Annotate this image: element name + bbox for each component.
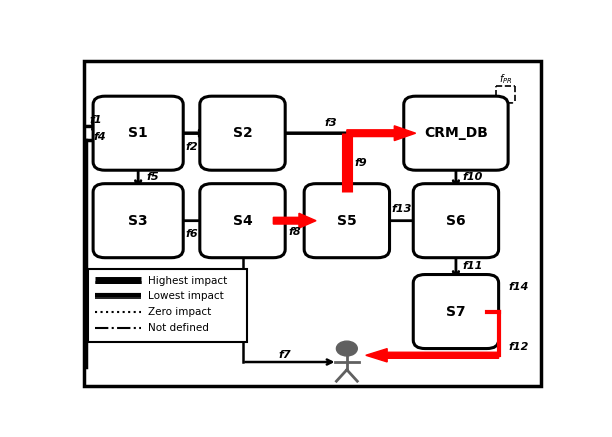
FancyBboxPatch shape [200, 96, 285, 170]
Text: f8: f8 [288, 228, 301, 237]
Text: f6: f6 [185, 229, 198, 239]
Text: S1: S1 [129, 126, 148, 140]
FancyBboxPatch shape [200, 184, 285, 258]
FancyBboxPatch shape [304, 184, 390, 258]
Circle shape [337, 341, 357, 356]
Text: Zero impact: Zero impact [147, 307, 211, 317]
Text: f10: f10 [462, 172, 483, 182]
Text: f5: f5 [146, 172, 159, 182]
Text: f9: f9 [355, 158, 367, 168]
FancyArrow shape [347, 126, 416, 141]
Text: f14: f14 [508, 282, 529, 292]
FancyBboxPatch shape [413, 274, 499, 349]
Text: CRM_DB: CRM_DB [424, 126, 488, 140]
FancyBboxPatch shape [413, 184, 499, 258]
FancyBboxPatch shape [93, 96, 183, 170]
Text: f3: f3 [324, 118, 337, 128]
FancyArrow shape [274, 213, 316, 228]
Text: S4: S4 [233, 214, 252, 228]
Text: S3: S3 [129, 214, 148, 228]
Text: f13: f13 [391, 204, 412, 214]
Text: f2: f2 [185, 142, 198, 152]
FancyBboxPatch shape [404, 96, 508, 170]
Text: S5: S5 [337, 214, 357, 228]
Bar [88, 270, 247, 342]
Text: Highest impact: Highest impact [147, 276, 227, 286]
Text: f7: f7 [279, 350, 291, 360]
Text: Lowest impact: Lowest impact [147, 291, 223, 302]
Text: f4: f4 [93, 132, 106, 142]
FancyBboxPatch shape [93, 184, 183, 258]
Text: f1: f1 [89, 115, 102, 125]
Text: Not defined: Not defined [147, 323, 209, 333]
Text: S6: S6 [446, 214, 466, 228]
Text: $f_{PR}$: $f_{PR}$ [499, 73, 512, 86]
Text: f11: f11 [462, 261, 483, 271]
Text: f12: f12 [508, 342, 529, 352]
FancyArrow shape [366, 349, 499, 362]
Text: S2: S2 [233, 126, 252, 140]
Text: S7: S7 [446, 305, 466, 319]
